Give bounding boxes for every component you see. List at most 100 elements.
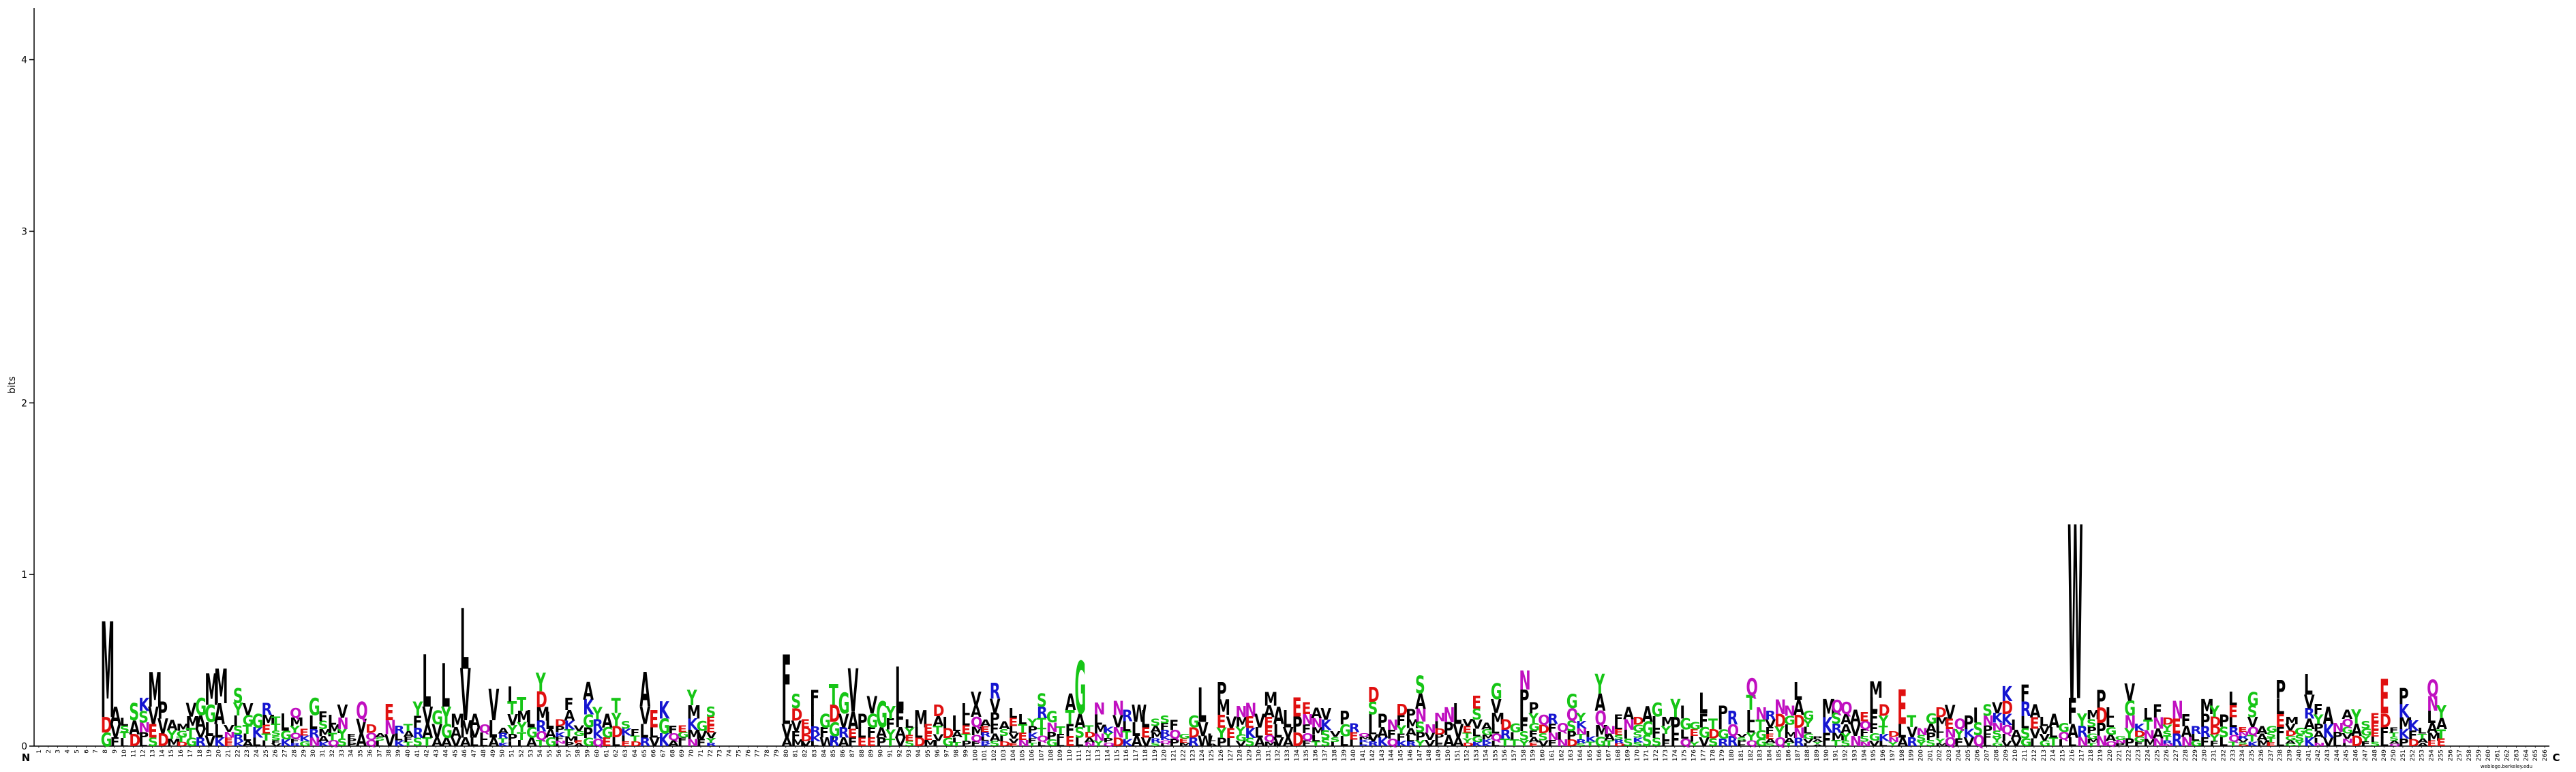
logo-letter: V: [470, 724, 481, 741]
logo-letter: D: [1434, 726, 1446, 737]
logo-letter-glyph: G: [942, 737, 954, 750]
logo-letter-glyph: M: [2427, 731, 2440, 743]
logo-letter-glyph: S: [375, 737, 385, 742]
logo-letter: F: [791, 729, 800, 743]
logo-letter: S: [337, 737, 348, 749]
logo-letter: L: [1793, 677, 1802, 706]
logo-letter: V: [1491, 695, 1502, 717]
logo-letter-glyph: R: [2190, 724, 2201, 737]
logo-letter-glyph: I: [2058, 738, 2063, 748]
logo-letter: D: [933, 702, 944, 720]
x-tick-label: 161: [1549, 750, 1556, 761]
logo-letter-glyph: F: [1699, 709, 1708, 732]
x-tick-label: 116: [1123, 750, 1130, 761]
logo-letter-glyph: V: [148, 701, 159, 730]
logo-letter: L: [119, 741, 128, 747]
logo-letter: A: [971, 702, 982, 722]
logo-letter: Q: [2342, 717, 2353, 730]
logo-letter: E: [848, 727, 858, 741]
x-tick-label: 110: [1067, 750, 1074, 761]
logo-letter-glyph: F: [2209, 739, 2219, 747]
logo-letter-glyph: D: [1538, 722, 1549, 736]
logo-letter: T: [2048, 735, 2058, 749]
logo-letter-glyph: N: [1093, 732, 1105, 743]
logo-letter-glyph: D: [2209, 714, 2221, 729]
logo-letter-glyph: V: [1491, 695, 1502, 717]
logo-letter: D: [942, 725, 954, 741]
logo-letter: E: [649, 705, 658, 733]
logo-letter: R: [1368, 740, 1379, 748]
logo-letter-glyph: V: [1008, 737, 1020, 745]
logo-letter: A: [980, 718, 992, 729]
logo-letter-glyph: L: [1680, 727, 1688, 742]
logo-letter: S: [233, 685, 243, 708]
logo-letter-glyph: V: [697, 729, 708, 742]
logo-letter: G: [942, 737, 954, 750]
logo-letter-glyph: I: [1330, 741, 1335, 747]
logo-letter-glyph: L: [810, 740, 819, 747]
logo-letter-glyph: F: [1547, 721, 1557, 735]
logo-letter: K: [1472, 741, 1483, 747]
logo-letter: V: [990, 694, 1001, 717]
logo-letter-glyph: T: [517, 730, 526, 743]
logo-letter: N: [1434, 711, 1446, 724]
logo-letter-glyph: K: [2399, 727, 2410, 742]
logo-letter: T: [1084, 724, 1093, 735]
logo-letter-glyph: I: [1680, 702, 1685, 723]
logo-letter: G: [1755, 728, 1767, 742]
logo-letter-glyph: L: [1283, 705, 1292, 733]
logo-letter: V: [451, 735, 461, 749]
logo-letter: V: [2342, 732, 2352, 741]
logo-letter: Y: [1414, 739, 1426, 748]
logo-letter-glyph: P: [2124, 737, 2134, 749]
logo-letter: R: [1349, 721, 1360, 735]
logo-letter: A: [1840, 711, 1852, 728]
logo-letter-glyph: A: [2314, 730, 2325, 740]
logo-letter-glyph: W: [1198, 733, 1213, 750]
logo-letter: P: [2219, 711, 2229, 730]
logo-letter-glyph: M: [1264, 740, 1277, 747]
logo-letter-glyph: T: [2048, 735, 2058, 749]
logo-letter-glyph: I: [1434, 720, 1440, 731]
x-tick-label: 164: [1577, 750, 1584, 761]
x-tick-label: 133: [1284, 750, 1291, 761]
logo-letter: V: [1254, 709, 1265, 732]
logo-letter: D: [631, 740, 642, 747]
logo-letter-glyph: V: [990, 694, 1001, 717]
logo-letter-glyph: S: [2266, 731, 2276, 740]
logo-letter-glyph: L: [2427, 708, 2436, 727]
logo-letter: N: [687, 738, 699, 749]
x-tick-label: 54: [537, 750, 544, 758]
logo-letter: L: [857, 724, 866, 741]
logo-letter: M: [1595, 722, 1609, 741]
logo-letter-glyph: M: [1935, 715, 1949, 728]
logo-letter-glyph: E: [1860, 709, 1869, 724]
logo-letter: N: [1547, 731, 1559, 743]
logo-letter: M: [2427, 731, 2440, 743]
logo-letter: F: [2181, 711, 2191, 731]
logo-letter-glyph: V: [1992, 700, 2003, 717]
logo-letter-glyph: L: [2048, 724, 2057, 741]
logo-letter-glyph: S: [1708, 737, 1718, 749]
logo-letter-glyph: V: [1462, 717, 1473, 729]
logo-letter-glyph: E: [1897, 680, 1907, 735]
logo-letter: M: [2087, 707, 2100, 722]
logo-letter-glyph: G: [1633, 724, 1644, 735]
x-tick-label: 28: [291, 750, 298, 758]
logo-letter: V: [2011, 737, 2022, 750]
logo-letter-glyph: I: [2011, 717, 2016, 733]
logo-letter: T: [186, 725, 196, 741]
logo-letter-glyph: Y: [904, 726, 915, 737]
logo-letter: L: [2106, 704, 2115, 722]
logo-letter-glyph: L: [1472, 727, 1481, 739]
logo-letter: P: [1926, 730, 1936, 743]
logo-letter: T: [2247, 734, 2257, 744]
logo-letter-glyph: V: [1320, 705, 1331, 724]
logo-letter-glyph: N: [1112, 697, 1124, 720]
x-tick-label: 78: [764, 750, 771, 758]
logo-letter-glyph: D: [2351, 733, 2363, 750]
logo-letter: R: [195, 735, 206, 749]
logo-letter-glyph: L: [1879, 739, 1888, 748]
logo-letter: N: [2077, 735, 2089, 750]
logo-letter: G: [838, 687, 850, 721]
